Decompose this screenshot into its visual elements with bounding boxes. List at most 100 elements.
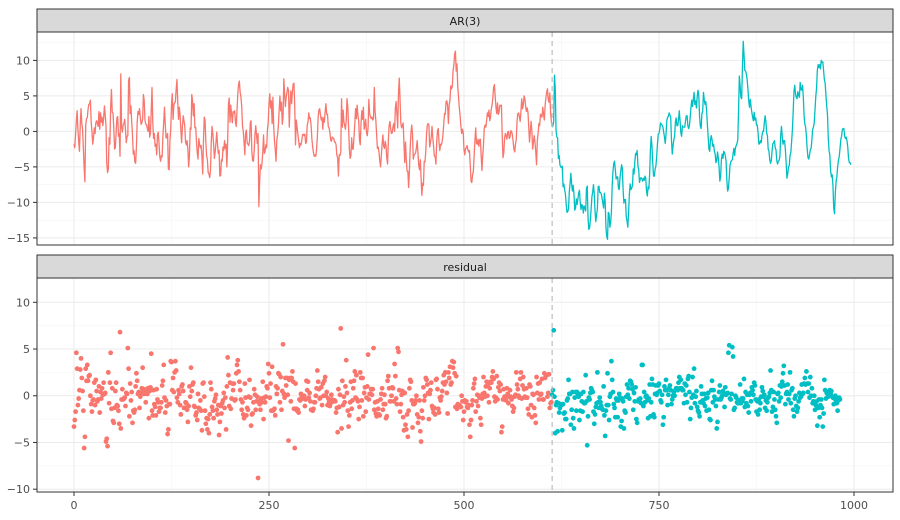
data-point [488, 380, 494, 386]
data-point [314, 368, 320, 373]
data-point [253, 407, 259, 413]
y-tick-label: −15 [7, 232, 30, 245]
data-point [364, 384, 370, 389]
data-point [626, 385, 631, 391]
data-point [357, 404, 362, 410]
data-point [379, 385, 385, 391]
data-point [369, 392, 375, 398]
data-point [339, 426, 344, 431]
data-point [750, 392, 756, 398]
data-point [339, 378, 345, 384]
data-point [625, 392, 631, 398]
data-point [321, 378, 327, 384]
data-point [475, 403, 481, 409]
data-point [551, 327, 557, 333]
data-point [631, 390, 637, 396]
y-tick-label: 5 [23, 343, 30, 356]
data-point [499, 424, 505, 429]
data-point [106, 400, 112, 406]
data-point [250, 411, 256, 416]
data-point [153, 412, 159, 418]
data-point [766, 394, 772, 400]
data-point [154, 386, 160, 392]
data-point [717, 383, 723, 388]
data-point [611, 401, 617, 407]
data-point [729, 344, 735, 350]
data-point [828, 388, 834, 394]
data-point [158, 405, 163, 411]
y-tick-label: −10 [7, 483, 30, 496]
data-point [461, 409, 467, 415]
data-point [662, 384, 667, 389]
data-point [819, 405, 825, 411]
data-point [511, 405, 517, 411]
data-point [694, 404, 700, 410]
data-point [592, 412, 598, 417]
data-point [559, 427, 565, 433]
data-point [728, 397, 734, 402]
data-point [491, 376, 497, 382]
data-point [137, 394, 143, 400]
data-point [255, 475, 261, 481]
data-point [217, 419, 223, 425]
data-point [478, 422, 484, 428]
data-point [356, 416, 362, 422]
data-point [360, 413, 366, 419]
data-point [451, 359, 457, 365]
data-point [274, 391, 280, 397]
data-point [750, 387, 755, 393]
data-point [265, 361, 271, 367]
data-point [837, 397, 843, 402]
data-point [377, 412, 383, 418]
data-point [237, 387, 243, 393]
data-point [190, 380, 196, 386]
data-point [242, 381, 248, 386]
data-point [210, 408, 216, 414]
data-point [765, 399, 770, 405]
y-tick-label: −5 [14, 161, 30, 174]
data-point [97, 410, 103, 415]
data-point [651, 414, 657, 420]
data-point [726, 350, 731, 356]
data-point [714, 426, 720, 431]
data-point [375, 406, 381, 412]
panel-border [36, 31, 894, 246]
data-point [94, 388, 100, 394]
data-point [796, 398, 802, 404]
data-point [775, 390, 781, 396]
data-point [740, 396, 746, 401]
data-point [612, 405, 617, 411]
data-point [421, 398, 427, 403]
data-point [202, 408, 208, 414]
data-point [546, 371, 552, 377]
data-point [176, 387, 181, 393]
data-point [342, 399, 348, 405]
data-point [234, 362, 240, 368]
data-point [197, 398, 203, 403]
data-point [353, 372, 359, 378]
data-point [87, 393, 93, 399]
data-point [417, 398, 422, 403]
data-point [605, 402, 611, 408]
data-point [533, 420, 539, 426]
data-point [474, 398, 479, 404]
data-point [357, 369, 363, 375]
data-point [518, 369, 524, 375]
data-point [659, 392, 665, 398]
data-point [497, 388, 503, 394]
data-point [127, 381, 133, 386]
data-point [116, 408, 121, 414]
data-point [277, 399, 283, 405]
data-point [261, 416, 266, 422]
data-point [438, 394, 444, 400]
data-point [419, 408, 425, 414]
data-point [580, 409, 585, 415]
data-point [737, 382, 743, 387]
data-point [80, 408, 86, 414]
x-tick-label: 250 [259, 499, 280, 512]
data-point [336, 404, 342, 410]
data-point [473, 409, 479, 415]
data-point [248, 423, 254, 429]
data-point [189, 388, 195, 394]
data-point [226, 372, 231, 378]
